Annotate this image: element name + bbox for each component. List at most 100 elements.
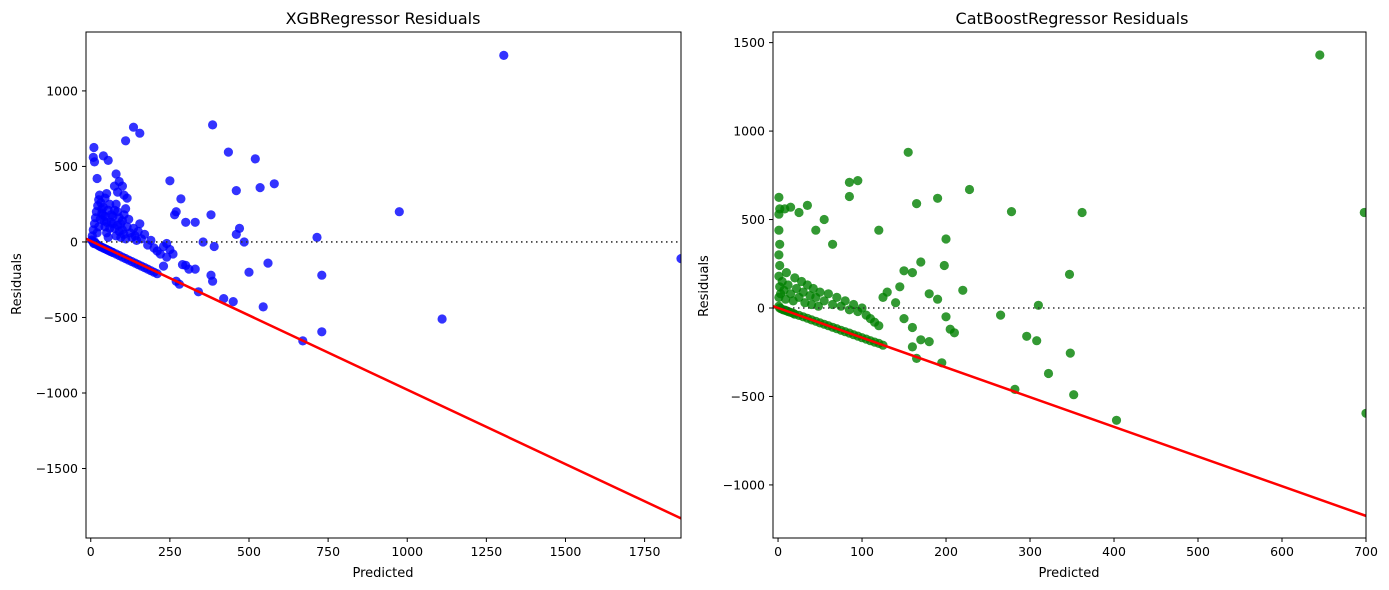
- scatter-point: [258, 302, 268, 312]
- chart-title: XGBRegressor Residuals: [286, 9, 481, 28]
- scatter-point: [916, 335, 926, 345]
- scatter-point: [949, 328, 960, 338]
- scatter-point: [899, 314, 909, 324]
- scatter-point: [106, 210, 116, 220]
- scatter-point: [832, 292, 842, 302]
- scatter-point: [786, 202, 796, 212]
- scatter-point: [158, 261, 169, 271]
- scatter-point: [811, 225, 821, 235]
- y-axis-label: Residuals: [697, 255, 712, 317]
- scatter-point: [774, 192, 784, 202]
- scatter-point: [312, 232, 322, 242]
- scatter-point: [135, 219, 145, 229]
- scatter-point: [208, 120, 218, 130]
- scatter-point: [1006, 207, 1017, 217]
- scatter-point: [121, 204, 131, 214]
- scatter-point: [783, 280, 793, 290]
- scatter-point: [122, 193, 132, 203]
- scatter-point: [181, 217, 191, 227]
- scatter-point: [100, 193, 110, 203]
- scatter-point: [140, 229, 150, 239]
- scatter-point: [874, 225, 884, 235]
- scatter-point: [828, 299, 838, 310]
- y-axis-ticks: −1000 −500 0 500 1000 1500: [723, 35, 773, 492]
- scatter-point: [103, 155, 113, 165]
- scatter-point: [899, 266, 909, 276]
- scatter-point: [775, 239, 785, 249]
- scatter-point: [941, 312, 951, 322]
- scatter-point: [849, 299, 859, 310]
- scatter-point: [916, 257, 926, 267]
- scatter-point: [219, 294, 229, 304]
- scatter-point: [891, 298, 901, 308]
- y-tick-label: 1500: [733, 35, 765, 50]
- scatter-point: [964, 184, 975, 195]
- x-tick-label: 300: [1018, 544, 1042, 559]
- scatter-point: [840, 296, 850, 306]
- scatter-point: [177, 260, 188, 270]
- scatter-point: [198, 237, 208, 247]
- scatter-point: [1077, 207, 1087, 218]
- scatter-point: [878, 292, 888, 302]
- scatter-point: [1032, 336, 1042, 346]
- y-tick-label: −1500: [36, 461, 78, 476]
- scatter-point: [912, 199, 922, 209]
- scatter-point: [941, 234, 951, 244]
- scatter-point: [116, 232, 126, 242]
- scatter-point: [263, 258, 273, 268]
- chart-marks: [773, 50, 1366, 518]
- scatter-point: [92, 173, 102, 184]
- scatter-point: [250, 154, 260, 164]
- scatter-point: [317, 270, 327, 280]
- y-tick-label: 1000: [733, 124, 765, 139]
- scatter-point: [255, 183, 265, 193]
- x-axis-label: Predicted: [352, 566, 413, 581]
- scatter-point: [903, 147, 913, 157]
- x-axis-label: Predicted: [1038, 566, 1099, 581]
- y-tick-label: 500: [741, 212, 765, 227]
- scatter-point: [924, 337, 934, 347]
- scatter-point: [815, 287, 825, 297]
- scatter-point: [676, 254, 681, 264]
- scatter-point: [1064, 269, 1075, 279]
- scatter-point: [874, 321, 884, 331]
- scatter-point: [774, 225, 784, 235]
- y-tick-label: −1000: [723, 477, 765, 492]
- regression-line: [773, 305, 1366, 518]
- x-tick-label: 200: [934, 544, 958, 559]
- scatter-point: [1033, 300, 1043, 310]
- scatter-point: [798, 287, 808, 297]
- scatter-point: [206, 210, 216, 220]
- scatter-point: [231, 186, 241, 196]
- scatter-point: [171, 207, 181, 217]
- scatter-point: [819, 296, 829, 306]
- scatter-point: [786, 289, 796, 299]
- scatter-point: [1043, 368, 1054, 379]
- scatter-point: [907, 342, 918, 352]
- scatter-point: [939, 260, 949, 271]
- x-tick-label: 0: [87, 544, 95, 559]
- x-tick-label: 0: [774, 544, 782, 559]
- x-axis-ticks: 0 250 500 750 1000 1250 1500 1750: [87, 538, 661, 559]
- scatter-point: [996, 310, 1006, 320]
- scatter-point: [823, 289, 834, 299]
- scatter-point: [190, 217, 200, 227]
- x-tick-label: 500: [1186, 544, 1210, 559]
- scatter-point: [895, 282, 905, 292]
- scatter-point: [933, 193, 943, 203]
- y-tick-label: 1000: [46, 83, 78, 98]
- scatter-point: [135, 128, 145, 138]
- scatter-point: [165, 176, 175, 186]
- y-tick-label: 500: [54, 159, 78, 174]
- y-axis-ticks: −1500 −1000 −500 0 500 1000: [36, 83, 86, 476]
- scatter-point: [958, 285, 968, 295]
- scatter-point: [190, 264, 200, 274]
- plot-frame: [85, 31, 682, 539]
- scatter-point: [828, 239, 838, 249]
- x-tick-label: 700: [1354, 544, 1378, 559]
- plot-frame: [772, 31, 1367, 539]
- scatter-point: [223, 147, 233, 157]
- chart-title: CatBoostRegressor Residuals: [956, 9, 1189, 28]
- scatter-point: [239, 237, 249, 247]
